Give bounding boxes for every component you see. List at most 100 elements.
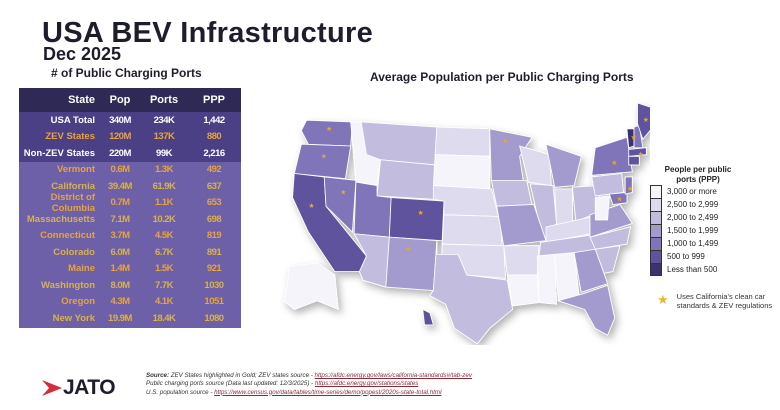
state-mississippi (536, 253, 557, 305)
cell-state: New York (52, 312, 95, 324)
legend-label: 1,500 to 1,999 (667, 226, 719, 235)
cell-ports: 18.4K (152, 312, 176, 324)
cell-ports: 1.3K (154, 164, 174, 176)
zev-star-icon: ★ (418, 209, 424, 217)
cell-pop: 340M (109, 114, 131, 126)
state-north-dakota (434, 126, 491, 157)
cell-ports: 4.1K (154, 296, 174, 308)
cell-pop: 19.9M (108, 312, 132, 324)
state-pennsylvania (591, 173, 624, 197)
col-ports: Ports (149, 94, 179, 106)
state-florida (556, 284, 616, 336)
source-line-3: U.S. population source - (146, 388, 215, 396)
cell-pop: 220M (109, 147, 131, 159)
page-subtitle: Dec 2025 (43, 44, 122, 64)
legend-item: 2,000 to 2,499 (650, 211, 738, 224)
charging-ports-table: State Pop Ports PPP USA Total 340M 234K 1,4… (19, 88, 241, 328)
zev-star-icon: ★ (321, 152, 327, 160)
legend-swatch (650, 263, 662, 276)
state-new-jersey (624, 176, 633, 195)
legend-label: 2,500 to 2,999 (667, 200, 719, 209)
cell-pop: 120M (109, 131, 131, 143)
cell-ppp: 1051 (204, 296, 224, 308)
legend-swatch (650, 211, 662, 224)
zev-star-icon: ★ (502, 137, 508, 145)
state-wyoming (376, 159, 436, 200)
cell-pop: 6.0M (110, 246, 130, 258)
legend-label: 500 to 999 (667, 252, 705, 261)
cell-pop: 3.7M (110, 230, 130, 242)
state-nevada (323, 176, 357, 233)
state-row: California 39.4M 61.9K 637 (19, 178, 241, 195)
cell-ppp: 1080 (204, 312, 224, 324)
state-maryland (608, 191, 628, 205)
legend-item: 3,000 or more (650, 185, 738, 198)
cell-ports: 99K (156, 147, 172, 159)
cell-ppp: 921 (206, 263, 222, 275)
cell-pop: 4.3M (110, 296, 130, 308)
cell-state: District of Columbia (50, 191, 95, 214)
cell-pop: 0.6M (110, 164, 130, 176)
state-north-carolina (589, 226, 631, 250)
cell-ports: 234K (153, 114, 175, 126)
state-row: Vermont 0.6M 1.3K 492 (19, 162, 241, 179)
col-ppp: PPP (202, 94, 225, 106)
jato-logo: JATO (42, 376, 116, 400)
state-west-virginia (594, 195, 610, 221)
cell-state: Massachusetts (26, 213, 95, 225)
summary-row: USA Total 340M 234K 1,442 (19, 112, 241, 129)
cell-state: Non-ZEV States (23, 147, 95, 159)
cell-ppp: 1030 (204, 279, 224, 291)
state-new-mexico (385, 236, 438, 291)
state-iowa (490, 180, 533, 207)
ports-source-link[interactable]: https://afdc.energy.gov/stations/states (314, 380, 419, 388)
state-washington (300, 119, 353, 147)
state-row: New York 19.9M 18.4K 1080 (19, 310, 241, 327)
cell-ports: 1.1K (154, 197, 174, 209)
state-minnesota (489, 128, 533, 181)
cell-state: Oregon (61, 296, 95, 308)
legend-item: 2,500 to 2,999 (650, 198, 738, 211)
state-south-dakota (432, 154, 491, 190)
page-title: USA BEV Infrastructure (42, 17, 374, 49)
star-legend: ★ Uses California's clean car standards … (657, 292, 777, 310)
legend-label: 3,000 or more (667, 187, 717, 196)
cell-pop: 7.1M (110, 213, 130, 225)
cell-state: Colorado (53, 246, 95, 258)
cell-ports: 7.7K (154, 279, 174, 291)
star-icon: ★ (657, 292, 669, 307)
cell-state: Connecticut (40, 230, 95, 242)
legend-label: 1,000 to 1,499 (667, 239, 719, 248)
us-map: ★ ★ ★ ★ ★ ★ ★ ★ ★ ★ ★ ★ ★ (283, 102, 650, 345)
cell-ppp: 2,216 (203, 147, 225, 159)
state-colorado (388, 197, 445, 242)
zev-star-icon: ★ (340, 188, 346, 196)
cell-ports: 6.7K (154, 246, 174, 258)
legend-label: Less than 500 (667, 265, 718, 274)
zev-source-link[interactable]: https://afdc.energy.gov/laws/california-… (314, 372, 472, 379)
legend-item: 1,000 to 1,499 (650, 237, 738, 250)
cell-pop: 0.7M (110, 197, 130, 209)
state-arkansas (503, 245, 540, 276)
cell-ppp: 492 (206, 164, 222, 176)
state-row: Oregon 4.3M 4.1K 1051 (19, 294, 241, 311)
cell-state: Washington (41, 279, 95, 291)
summary-row: Non-ZEV States 220M 99K 2,216 (19, 145, 241, 162)
state-row: Connecticut 3.7M 4.5K 819 (19, 228, 241, 245)
legend-title: People per public ports (PPP) (664, 165, 732, 184)
cell-ports: 10.2K (152, 213, 176, 225)
cell-ppp: 880 (206, 131, 222, 143)
jato-logo-mark-icon (42, 380, 62, 396)
zev-star-icon: ★ (611, 159, 617, 167)
state-row: Colorado 6.0M 6.7K 891 (19, 244, 241, 261)
source-line-2: Public charging ports source (Data last … (146, 380, 315, 388)
zev-star-icon: ★ (630, 133, 636, 141)
cell-state: Maine (68, 263, 95, 275)
legend-item: Less than 500 (650, 263, 738, 276)
cell-ports: 137K (153, 131, 175, 143)
cell-ppp: 637 (206, 180, 222, 192)
state-row: Washington 8.0M 7.7K 1030 (19, 277, 241, 294)
population-source-link[interactable]: https://www.census.gov/data/tables/time-… (214, 388, 442, 396)
cell-ports: 61.9K (152, 180, 176, 192)
cell-pop: 39.4M (108, 180, 132, 192)
